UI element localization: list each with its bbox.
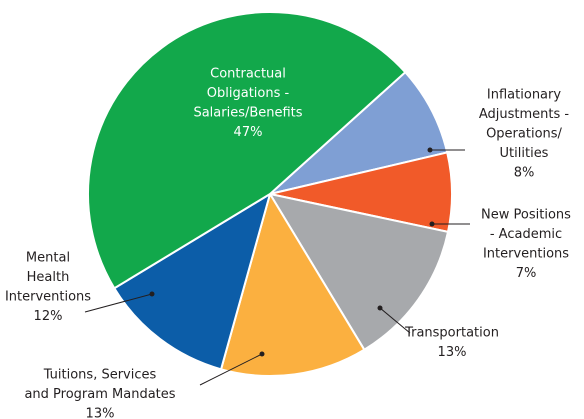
slice-label: New Positions <box>481 208 571 223</box>
leader-dot <box>377 305 383 311</box>
slice-label: Interventions <box>483 247 569 262</box>
leader-dot <box>427 147 433 153</box>
slice-label: Tuitions, Services <box>43 368 157 383</box>
slice-label: Operations/ <box>486 127 562 142</box>
slice-label: Contractual <box>210 67 286 82</box>
slice-label: Adjustments - <box>479 107 570 122</box>
value-label: 12% <box>34 309 63 324</box>
value-label: 8% <box>514 166 535 181</box>
value-label: 47% <box>234 125 263 140</box>
leader-line <box>199 353 263 386</box>
value-label: 7% <box>516 266 537 281</box>
leader-line <box>84 293 153 313</box>
pie-slice <box>87 11 407 290</box>
slice-label: Mental <box>26 251 70 266</box>
slice-label: Salaries/Benefits <box>193 106 302 121</box>
slice-label: and Program Mandates <box>24 387 175 402</box>
slice-label: - Academic <box>490 227 562 242</box>
value-label: 13% <box>86 407 115 419</box>
slice-label: Obligations - <box>207 86 290 101</box>
leader-dot <box>149 291 155 297</box>
slice-label: Health <box>27 270 70 285</box>
slice-label: Interventions <box>5 290 91 305</box>
slice-label: Utilities <box>500 146 549 161</box>
pie-slice <box>267 192 450 352</box>
pie-slice <box>269 70 449 195</box>
pie-slice <box>219 191 366 377</box>
leader-dot <box>259 351 265 357</box>
leader-line <box>379 307 411 334</box>
slice-label: Transportation <box>404 326 499 341</box>
leader-dot <box>429 221 435 227</box>
value-label: 13% <box>438 345 467 360</box>
pie-slice <box>112 191 272 371</box>
slice-label: Inflationary <box>487 88 561 103</box>
